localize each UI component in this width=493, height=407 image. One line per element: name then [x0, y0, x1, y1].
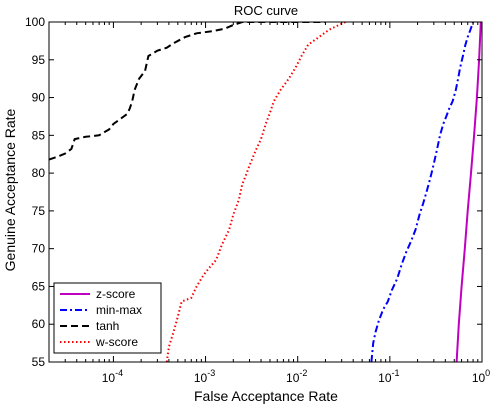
- x-tick-label: 10-2: [286, 368, 307, 385]
- y-tick-label: 65: [32, 279, 46, 293]
- legend-label-z-score: z-score: [96, 287, 136, 301]
- x-tick-label: 100: [472, 368, 490, 385]
- y-tick-label: 90: [32, 91, 46, 105]
- y-axis-label: Genuine Acceptance Rate: [2, 108, 18, 271]
- y-tick-label: 70: [32, 242, 46, 256]
- y-tick-label: 60: [32, 317, 46, 331]
- y-tick-label: 80: [32, 166, 46, 180]
- plot-area: 55 60 65 70 75 80 85 90 95 100 10-4 10-3 10-2 10-1 100…: [25, 15, 490, 385]
- series-curves: [49, 22, 482, 362]
- y-tick-label: 75: [32, 204, 46, 218]
- series-line-w-score: [165, 22, 346, 362]
- y-tick-label: 85: [32, 128, 46, 142]
- series-line-min-max: [370, 22, 475, 362]
- legend-label-min-max: min-max: [96, 303, 142, 317]
- axes-frame: [48, 21, 483, 363]
- x-tick-label: 10-3: [194, 368, 215, 385]
- x-tick-label: 10-1: [378, 368, 399, 385]
- x-axis-label: False Acceptance Rate: [194, 388, 338, 404]
- series-line-tanh: [49, 22, 326, 161]
- y-tick-label: 55: [32, 355, 46, 369]
- series-line-z-score: [455, 22, 482, 362]
- legend-label-w-score: w-score: [95, 335, 138, 349]
- y-tick-label: 100: [25, 15, 45, 29]
- y-tick-label: 95: [32, 53, 46, 67]
- x-tick-label: 10-4: [102, 368, 123, 385]
- legend-label-tanh: tanh: [96, 319, 119, 333]
- chart-title: ROC curve: [234, 3, 298, 18]
